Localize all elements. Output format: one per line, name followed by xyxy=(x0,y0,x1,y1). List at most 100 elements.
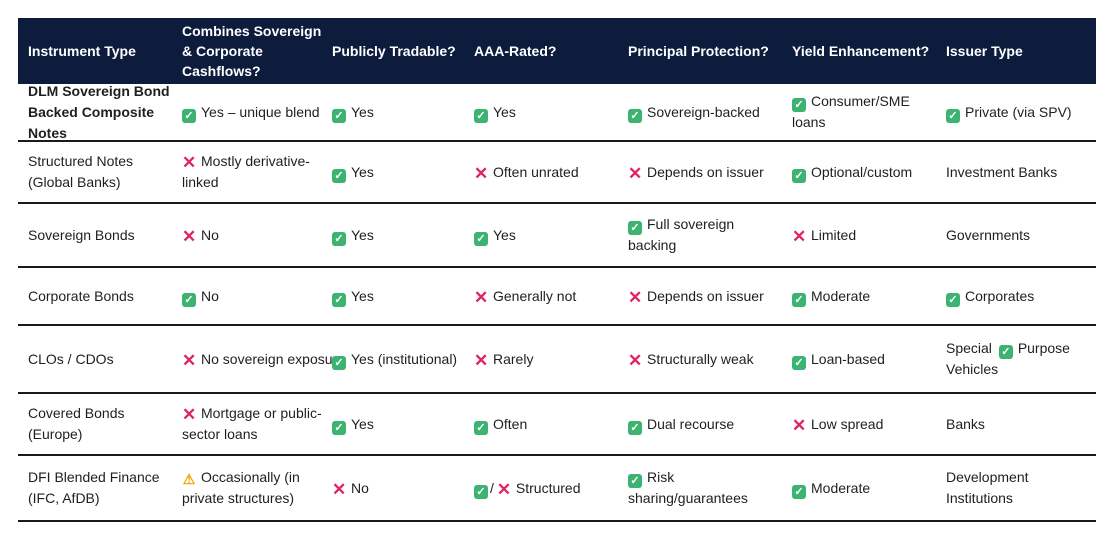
cell-text: Depends on issuer xyxy=(647,287,764,304)
issuer-cell: ✓ Private (via SPV) xyxy=(936,102,1096,123)
tradable-cell: ✓ Yes (institutional) xyxy=(322,349,464,370)
cell-text: Mortgage or public-sector loans xyxy=(182,405,322,442)
check-mark-icon: ✓ xyxy=(474,484,488,499)
yield-cell: ✕ Low spread xyxy=(782,414,936,435)
header-protection: Principal Protection? xyxy=(628,43,769,59)
protection-cell: ✓ Dual recourse xyxy=(618,414,782,435)
instrument-name: DLM Sovereign Bond Backed Composite Note… xyxy=(28,82,170,141)
header-instrument-type: Instrument Type xyxy=(28,43,136,59)
cross-mark-icon: ✕ xyxy=(792,226,807,246)
protection-cell: ✓ Risk sharing/guarantees xyxy=(618,467,782,509)
aaa-cell: ✕ Often unrated xyxy=(464,162,618,183)
cross-mark-icon: ✕ xyxy=(182,226,197,246)
aaa-cell: ✕ Rarely xyxy=(464,349,618,370)
header-tradable: Publicly Tradable? xyxy=(332,43,456,59)
cell-text: Loan-based xyxy=(811,350,885,367)
check-mark-icon: ✓ xyxy=(792,292,806,307)
cell-text: Consumer/SME loans xyxy=(792,93,910,130)
cell-text: Low spread xyxy=(811,415,884,432)
cross-mark-icon: ✕ xyxy=(474,287,489,307)
yield-cell: ✓ Moderate xyxy=(782,478,936,499)
combines-cell: ✓ No xyxy=(172,286,322,307)
table-row: Structured Notes (Global Banks) ✕ Mostly … xyxy=(18,142,1096,204)
cross-mark-icon: ✕ xyxy=(332,479,347,499)
cell-text: Yes – unique blend xyxy=(201,103,320,120)
cross-mark-icon: ✕ xyxy=(182,153,197,172)
cell-text: Yes xyxy=(351,103,374,120)
check-mark-icon: ✓ xyxy=(792,355,806,370)
check-mark-icon: ✓ xyxy=(998,345,1013,359)
protection-cell: ✕ Depends on issuer xyxy=(618,162,782,183)
cell-text: Corporates xyxy=(965,287,1035,304)
cell-text: Sovereign-backed xyxy=(647,103,760,120)
check-mark-icon: ✓ xyxy=(792,168,806,183)
combines-cell: ✕ Mortgage or public-sector loans xyxy=(172,403,322,445)
yield-cell: ✓ Optional/custom xyxy=(782,162,936,183)
cross-mark-icon: ✕ xyxy=(182,405,197,424)
cell-text: No sovereign exposure xyxy=(201,350,345,367)
aaa-cell: ✓ Yes xyxy=(464,225,618,246)
cell-text: Depends on issuer xyxy=(647,163,764,180)
cell-text: Moderate xyxy=(811,479,871,496)
cell-text: Mostly derivative-linked xyxy=(182,153,310,190)
check-mark-icon: ✓ xyxy=(182,108,196,123)
check-mark-icon: ✓ xyxy=(332,168,346,183)
combines-cell: ✕ Mostly derivative-linked xyxy=(172,151,322,193)
protection-cell: ✕ Depends on issuer xyxy=(618,286,782,307)
cell-text: Dual recourse xyxy=(647,415,735,432)
cell-text: Limited xyxy=(811,226,857,243)
cross-mark-icon: ✕ xyxy=(496,479,512,499)
check-mark-icon: ✓ xyxy=(332,292,346,307)
cell-text: Special xyxy=(946,340,992,356)
cell-text: Often xyxy=(493,415,528,432)
cell-text: Yes xyxy=(351,287,374,304)
check-mark-icon: ✓ xyxy=(332,420,346,435)
instrument-name: Corporate Bonds xyxy=(28,287,134,304)
issuer-cell: Banks xyxy=(946,415,985,432)
tradable-cell: ✕ No xyxy=(322,478,464,499)
cell-text: Occasionally (in private structures) xyxy=(182,469,300,506)
check-mark-icon: ✓ xyxy=(628,474,642,488)
table-row: DLM Sovereign Bond Backed Composite Note… xyxy=(18,82,1096,142)
cell-text: Yes xyxy=(351,226,374,243)
header-yield: Yield Enhancement? xyxy=(792,43,930,59)
cell-text: No xyxy=(351,479,369,496)
yield-cell: ✕ Limited xyxy=(782,225,936,246)
combines-cell: ✕ No sovereign exposure xyxy=(172,349,345,370)
aaa-cell: ✓ / ✕ Structured xyxy=(464,478,618,499)
cell-text: Optional/custom xyxy=(811,163,913,180)
cell-text: Rarely xyxy=(493,350,534,367)
cell-text: Purpose Vehicles xyxy=(946,340,1070,377)
cross-mark-icon: ✕ xyxy=(474,350,489,370)
tradable-cell: ✓ Yes xyxy=(322,225,464,246)
combines-cell: ⚠ Occasionally (in private structures) xyxy=(172,467,322,509)
check-mark-icon: ✓ xyxy=(474,108,488,123)
instrument-name: Structured Notes (Global Banks) xyxy=(28,153,134,190)
check-mark-icon: ✓ xyxy=(792,98,806,112)
check-mark-icon: ✓ xyxy=(474,231,488,246)
cross-mark-icon: ✕ xyxy=(474,163,489,183)
cell-text: Yes xyxy=(351,163,374,180)
header-combines: Combines Sovereign & Corporate Cashflows… xyxy=(182,23,322,79)
cell-text: Structured xyxy=(515,479,581,496)
issuer-cell: ✓ Corporates xyxy=(936,286,1096,307)
issuer-cell: Governments xyxy=(946,226,1031,243)
cell-text: Generally not xyxy=(493,287,577,304)
tradable-cell: ✓ Yes xyxy=(322,286,464,307)
check-mark-icon: ✓ xyxy=(628,420,642,435)
cross-mark-icon: ✕ xyxy=(792,415,807,435)
comparison-table: Instrument Type Combines Sovereign & Cor… xyxy=(18,18,1096,522)
cell-text: Private (via SPV) xyxy=(965,103,1072,120)
instrument-name: DFI Blended Finance (IFC, AfDB) xyxy=(28,469,160,506)
cell-text: No xyxy=(201,287,219,304)
separator: / xyxy=(490,479,494,496)
instrument-name: Covered Bonds (Europe) xyxy=(28,405,125,442)
header-issuer: Issuer Type xyxy=(946,43,1023,59)
check-mark-icon: ✓ xyxy=(628,221,642,235)
protection-cell: ✕ Structurally weak xyxy=(618,349,782,370)
tradable-cell: ✓ Yes xyxy=(322,414,464,435)
check-mark-icon: ✓ xyxy=(182,292,196,307)
tradable-cell: ✓ Yes xyxy=(322,162,464,183)
cell-text: Often unrated xyxy=(493,163,579,180)
check-mark-icon: ✓ xyxy=(946,292,960,307)
